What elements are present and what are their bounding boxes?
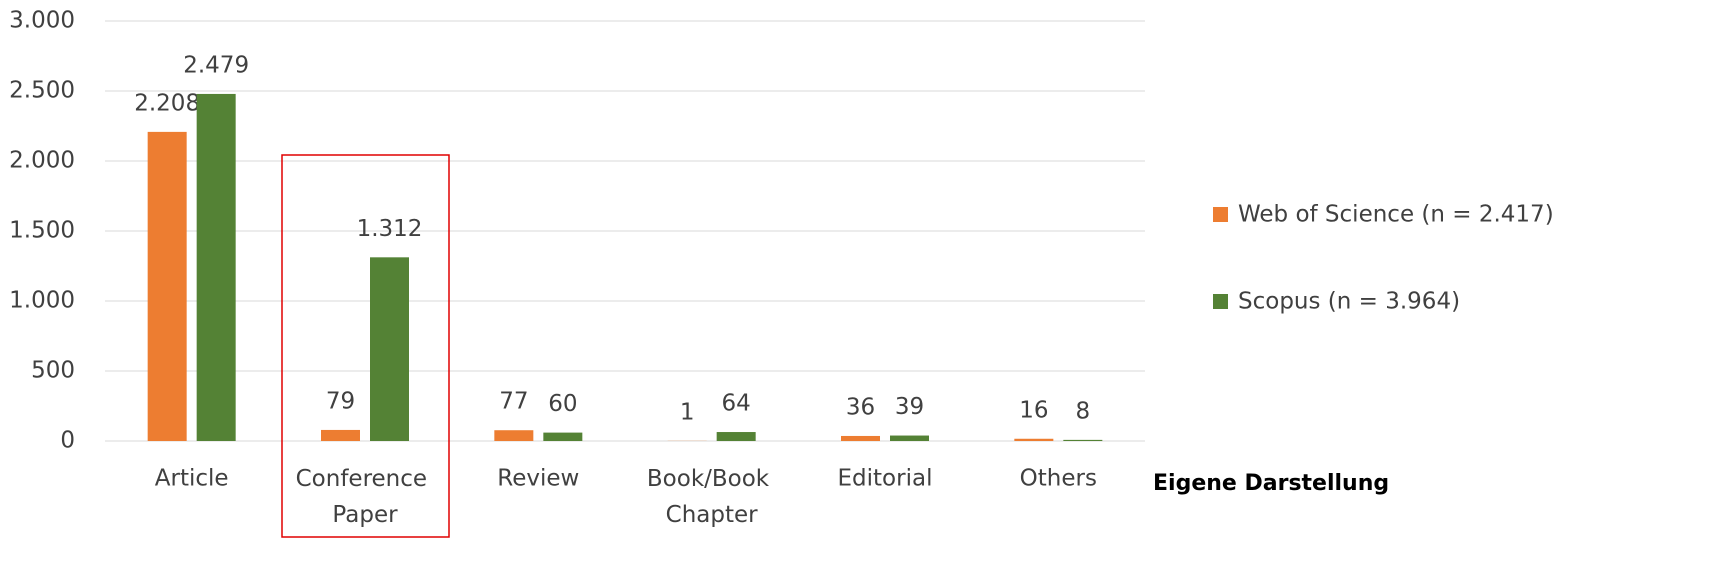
- data-label: 1: [680, 399, 695, 425]
- data-label: 8: [1076, 398, 1091, 424]
- y-tick-label: 0: [60, 428, 75, 454]
- bar: [1063, 439, 1103, 441]
- bar: [196, 93, 236, 441]
- legend-swatch: [1213, 294, 1228, 309]
- data-label: 60: [548, 391, 577, 417]
- x-tick-label: Editorial: [838, 466, 933, 492]
- data-label: 79: [326, 388, 355, 414]
- data-label: 2.479: [183, 52, 249, 78]
- bar: [890, 435, 929, 441]
- x-tick-label: Review: [497, 466, 579, 492]
- data-label: 2.208: [134, 90, 200, 116]
- legend-label: Scopus (n = 3.964): [1238, 289, 1460, 315]
- bar: [841, 435, 880, 441]
- x-tick-label: Book/Book Chapter: [647, 466, 777, 528]
- legend-label: Web of Science (n = 2.417): [1238, 202, 1554, 228]
- data-label: 39: [895, 394, 924, 420]
- bar: [494, 430, 534, 441]
- y-tick-label: 500: [31, 358, 75, 384]
- data-label: 1.312: [357, 216, 423, 242]
- x-tick-label: Others: [1020, 466, 1097, 492]
- y-tick-label: 1.500: [9, 218, 75, 244]
- legend-swatch: [1213, 207, 1228, 222]
- x-tick-label: Article: [155, 466, 229, 492]
- bar: [1014, 438, 1054, 441]
- bar: [321, 429, 360, 441]
- bar: [370, 257, 409, 441]
- data-label: 77: [499, 389, 528, 415]
- y-tick-label: 2.500: [9, 78, 75, 104]
- bar: [716, 432, 756, 441]
- data-label: 36: [846, 394, 875, 420]
- x-tick-label: Conference Paper: [296, 466, 435, 528]
- bar: [147, 131, 187, 441]
- data-label: 64: [722, 391, 751, 417]
- highlight-box: [281, 154, 450, 538]
- y-tick-label: 1.000: [9, 288, 75, 314]
- bar: [543, 432, 583, 441]
- y-tick-label: 2.000: [9, 148, 75, 174]
- data-label: 16: [1019, 397, 1048, 423]
- y-tick-label: 3.000: [9, 8, 75, 34]
- annotation: Eigene Darstellung: [1153, 471, 1389, 496]
